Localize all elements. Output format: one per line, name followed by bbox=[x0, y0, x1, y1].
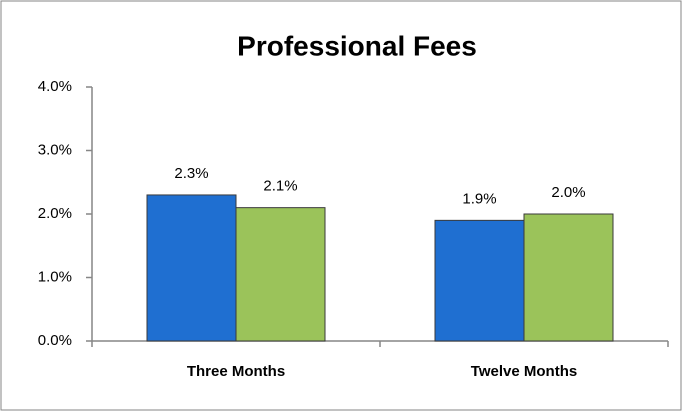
y-tick-label: 1.0% bbox=[38, 268, 72, 285]
value-label: 1.9% bbox=[462, 190, 496, 207]
chart-title: Professional Fees bbox=[237, 30, 477, 61]
bar bbox=[523, 213, 614, 342]
x-tick-label: Three Months bbox=[187, 363, 285, 380]
bar bbox=[146, 194, 237, 342]
y-tick-label: 0.0% bbox=[38, 332, 72, 349]
y-tick-label: 3.0% bbox=[38, 141, 72, 158]
y-tick-label: 2.0% bbox=[38, 205, 72, 222]
value-label: 2.0% bbox=[551, 184, 585, 201]
bar bbox=[434, 219, 525, 342]
bar bbox=[235, 207, 326, 342]
y-tick-label: 4.0% bbox=[38, 78, 72, 95]
value-label: 2.1% bbox=[263, 178, 297, 195]
value-label: 2.3% bbox=[174, 165, 208, 182]
x-tick-label: Twelve Months bbox=[471, 363, 577, 380]
